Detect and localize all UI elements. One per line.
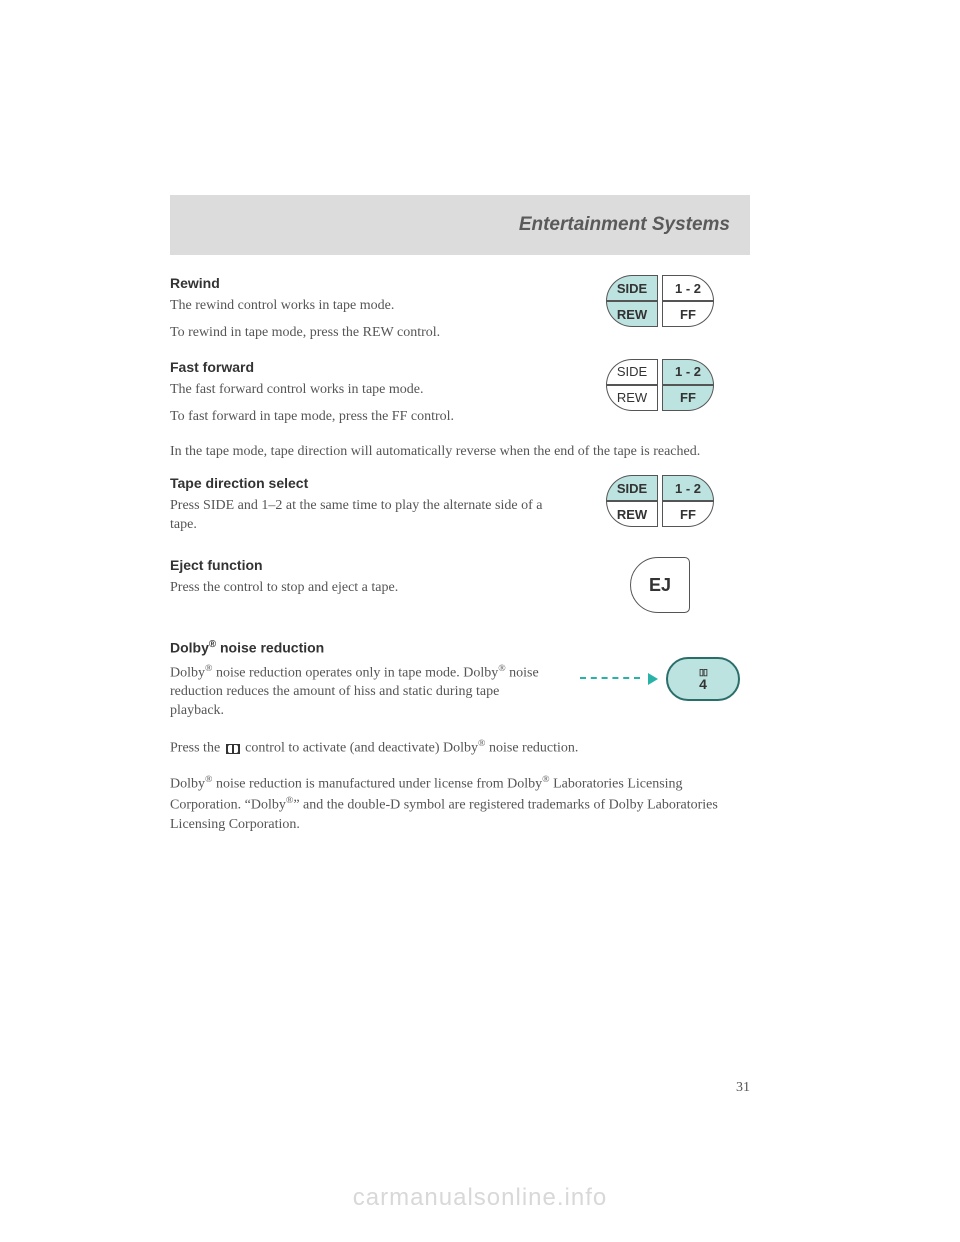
dolby-p3: Dolby® noise reduction is manufactured u…: [170, 773, 750, 835]
tapedir-p1: Press SIDE and 1–2 at the same time to p…: [170, 497, 550, 535]
rewind-section: Rewind The rewind control works in tape …: [170, 275, 750, 351]
ff-cell: FF: [662, 301, 714, 327]
section-header: Entertainment Systems: [170, 195, 750, 255]
eject-heading: Eject function: [170, 557, 550, 573]
rewind-p1: The rewind control works in tape mode.: [170, 297, 550, 316]
side-cell: SIDE: [606, 359, 658, 385]
rewind-heading: Rewind: [170, 275, 550, 291]
eject-label: EJ: [649, 575, 671, 596]
rew-cell: REW: [606, 301, 658, 327]
rew-cell: REW: [606, 385, 658, 411]
side-cell: SIDE: [606, 475, 658, 501]
arrow-head-icon: [648, 673, 658, 685]
section-title: Entertainment Systems: [519, 214, 730, 236]
tapedir-heading: Tape direction select: [170, 475, 550, 491]
dolby-section: Dolby® noise reduction Dolby® noise redu…: [170, 639, 750, 729]
onetwo-cell: 1 - 2: [662, 359, 714, 385]
dolby-button-wrap: ▯▯ 4: [580, 657, 740, 701]
watermark: carmanualsonline.info: [0, 1184, 960, 1212]
dolby-heading: Dolby® noise reduction: [170, 639, 550, 656]
dolby-button-icon: ▯▯ 4: [666, 657, 740, 701]
tapedir-icon-col: SIDE REW 1 - 2 FF: [570, 475, 750, 527]
rewind-button-icon: SIDE REW 1 - 2 FF: [606, 275, 714, 327]
rewind-p2: To rewind in tape mode, press the REW co…: [170, 324, 550, 343]
tapedir-text: Tape direction select Press SIDE and 1–2…: [170, 475, 570, 543]
eject-p1: Press the control to stop and eject a ta…: [170, 579, 550, 598]
ff-heading: Fast forward: [170, 359, 550, 375]
page-number: 31: [736, 1080, 750, 1096]
page-content: Rewind The rewind control works in tape …: [170, 275, 750, 849]
dolby-icon-col: ▯▯ 4: [570, 639, 750, 701]
dd-inline-icon: [226, 744, 240, 754]
arrow-icon: [580, 677, 640, 681]
eject-icon-col: EJ: [570, 557, 750, 613]
tapedir-section: Tape direction select Press SIDE and 1–2…: [170, 475, 750, 543]
eject-button-icon: EJ: [630, 557, 690, 613]
dolby-text: Dolby® noise reduction Dolby® noise redu…: [170, 639, 570, 729]
tapedir-button-icon: SIDE REW 1 - 2 FF: [606, 475, 714, 527]
onetwo-cell: 1 - 2: [662, 475, 714, 501]
ff-button-icon: SIDE REW 1 - 2 FF: [606, 359, 714, 411]
rewind-icon-col: SIDE REW 1 - 2 FF: [570, 275, 750, 327]
rew-cell: REW: [606, 501, 658, 527]
dolby-p2: Press the control to activate (and deact…: [170, 737, 750, 759]
eject-section: Eject function Press the control to stop…: [170, 557, 750, 613]
ff-cell: FF: [662, 501, 714, 527]
ff-text: Fast forward The fast forward control wo…: [170, 359, 570, 435]
ff-p3: In the tape mode, tape direction will au…: [170, 443, 750, 462]
dolby-num: 4: [699, 677, 707, 691]
ff-cell: FF: [662, 385, 714, 411]
onetwo-cell: 1 - 2: [662, 275, 714, 301]
ff-icon-col: SIDE REW 1 - 2 FF: [570, 359, 750, 411]
side-cell: SIDE: [606, 275, 658, 301]
dolby-p1: Dolby® noise reduction operates only in …: [170, 662, 550, 721]
rewind-text: Rewind The rewind control works in tape …: [170, 275, 570, 351]
eject-text: Eject function Press the control to stop…: [170, 557, 570, 606]
ff-section: Fast forward The fast forward control wo…: [170, 359, 750, 435]
ff-p2: To fast forward in tape mode, press the …: [170, 408, 550, 427]
ff-p1: The fast forward control works in tape m…: [170, 381, 550, 400]
